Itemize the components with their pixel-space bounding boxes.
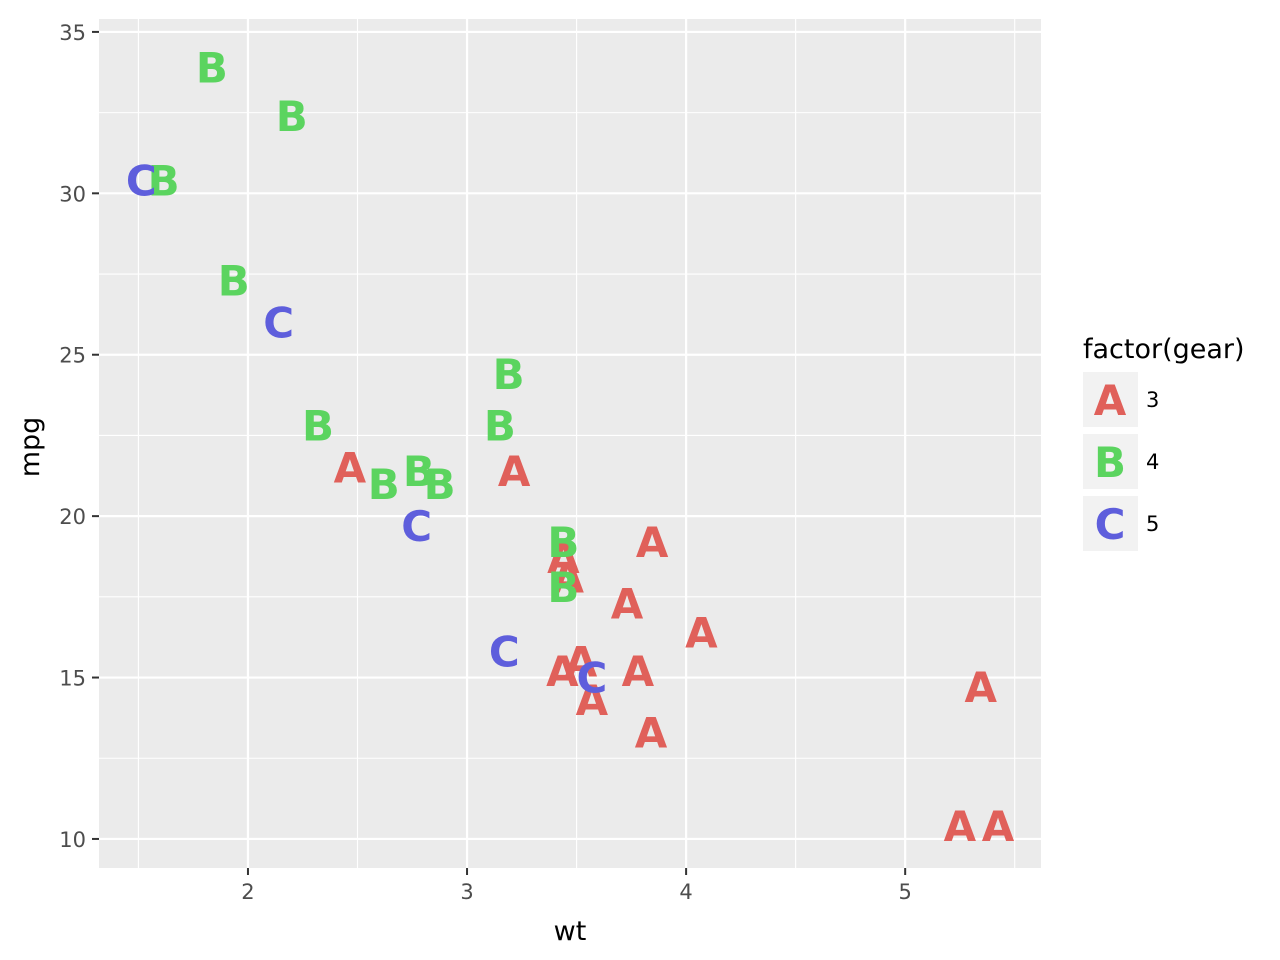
- legend: factor(gear) A 3 B 4 C 5: [1083, 334, 1245, 551]
- data-point-gear-5: C: [126, 156, 157, 205]
- data-point-gear-5: C: [401, 502, 432, 551]
- data-point-gear-4: B: [148, 156, 180, 205]
- data-point-gear-5: C: [489, 628, 520, 677]
- x-tick-label: 3: [460, 880, 473, 904]
- data-point-gear-4: B: [368, 460, 400, 509]
- data-point-gear-3: A: [636, 518, 669, 567]
- data-point-gear-3: A: [565, 637, 598, 686]
- y-tick-label: 25: [59, 344, 86, 368]
- data-point-gear-3: A: [546, 647, 579, 696]
- x-tick-label: 2: [241, 880, 254, 904]
- data-point-gear-3: A: [982, 802, 1015, 851]
- data-point-gear-4: B: [484, 402, 516, 451]
- x-axis-title: wt: [554, 916, 587, 947]
- grid-major-lines: [99, 19, 1041, 868]
- data-point-gear-3: A: [498, 447, 531, 496]
- data-point-gear-4: B: [196, 43, 228, 92]
- legend-key-background: [1083, 372, 1138, 427]
- x-axis: 2 3 4 5: [241, 868, 912, 904]
- data-point-gear-4: B: [403, 447, 435, 496]
- data-point-gear-3: A: [685, 608, 718, 657]
- legend-key-background: [1083, 496, 1138, 551]
- data-point-gear-3: A: [547, 534, 580, 583]
- data-point-gear-3: A: [576, 676, 609, 725]
- y-axis-title: mpg: [15, 417, 46, 478]
- data-point-gear-3: A: [944, 802, 977, 851]
- legend-key-background: [1083, 434, 1138, 489]
- y-tick-label: 35: [59, 21, 86, 45]
- data-point-gear-4: B: [302, 402, 334, 451]
- data-point-gear-3: A: [964, 663, 997, 712]
- data-point-gear-5: C: [576, 654, 607, 703]
- data-point-gear-5: C: [263, 298, 294, 347]
- y-tick-label: 10: [59, 828, 86, 852]
- data-point-gear-4: B: [276, 92, 308, 141]
- y-tick-label: 15: [59, 667, 86, 691]
- legend-keys: A 3 B 4 C 5: [1083, 372, 1159, 551]
- legend-key-letter: C: [1095, 500, 1126, 549]
- grid-minor-lines: [99, 19, 1041, 868]
- data-point-gear-4: B: [547, 563, 579, 612]
- data-point-gear-4: B: [424, 460, 456, 509]
- y-tick-label: 30: [59, 182, 86, 206]
- data-point-gear-4: B: [493, 350, 525, 399]
- y-axis: 10 15 20 25 30 35: [59, 21, 99, 852]
- data-point-gear-4: B: [547, 518, 579, 567]
- legend-label: 3: [1146, 388, 1159, 412]
- data-point-gear-3: A: [622, 647, 655, 696]
- legend-label: 4: [1146, 450, 1159, 474]
- legend-title: factor(gear): [1083, 334, 1245, 365]
- data-point-gear-3: A: [334, 444, 367, 493]
- legend-key-letter: B: [1094, 438, 1126, 487]
- data-point-gear-3: A: [611, 579, 644, 628]
- legend-key-letter: A: [1094, 376, 1127, 425]
- x-tick-label: 4: [679, 880, 692, 904]
- y-tick-label: 20: [59, 505, 86, 529]
- data-point-gear-3: A: [552, 553, 585, 602]
- data-point-gear-4: B: [218, 256, 250, 305]
- legend-label: 5: [1146, 512, 1159, 536]
- x-tick-label: 5: [898, 880, 911, 904]
- panel-background: [99, 19, 1041, 868]
- data-point-gear-3: A: [635, 708, 668, 757]
